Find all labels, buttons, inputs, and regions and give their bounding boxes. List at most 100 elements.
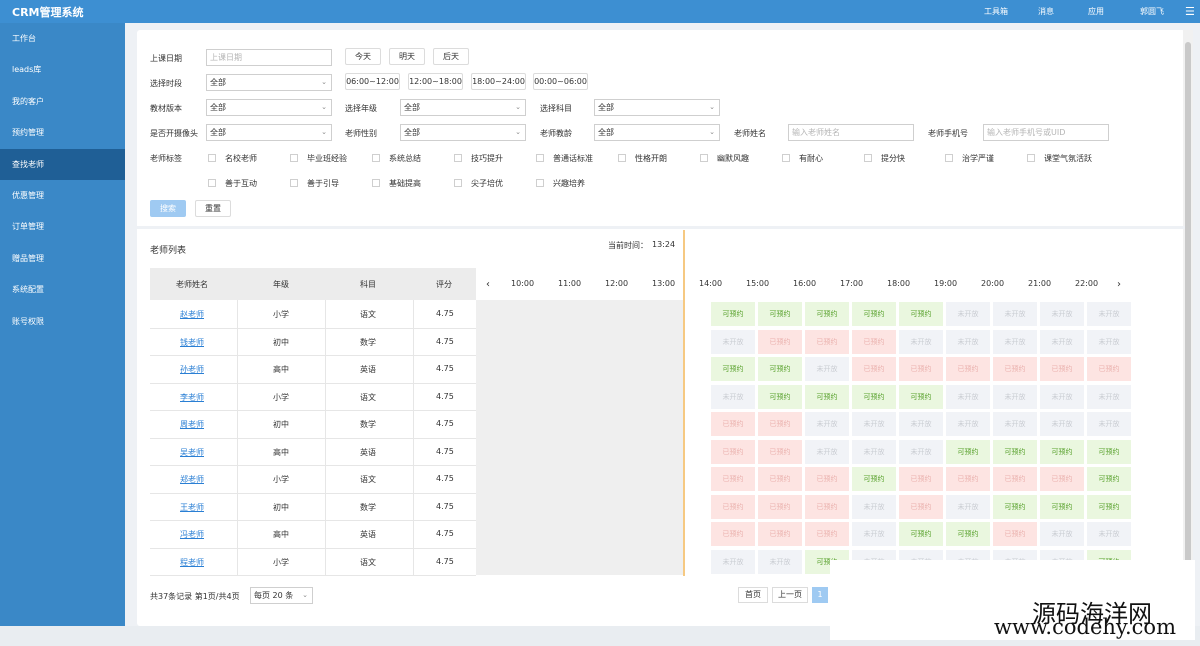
subject-select[interactable]: 全部 ⌄ <box>594 99 720 116</box>
tag-label[interactable]: 善于互动 <box>225 179 257 188</box>
tag-label[interactable]: 系统总结 <box>389 154 421 163</box>
menu-toggle-icon[interactable]: ☰ <box>1185 5 1195 18</box>
scrollbar-thumb[interactable] <box>1185 42 1191 582</box>
search-button[interactable]: 搜索 <box>150 200 186 217</box>
schedule-slot[interactable]: 可预约 <box>899 384 943 409</box>
first-page-button[interactable]: 首页 <box>738 587 768 603</box>
teacher-name-link[interactable]: 王老师 <box>180 502 204 512</box>
date-tomorrow-button[interactable]: 明天 <box>389 48 425 65</box>
tag-label[interactable]: 提分快 <box>881 154 905 163</box>
teacher-name-link[interactable]: 郑老师 <box>180 475 204 484</box>
schedule-slot[interactable]: 可预约 <box>805 302 849 326</box>
gender-select[interactable]: 全部 ⌄ <box>400 124 526 141</box>
sidebar-item-find-teacher[interactable]: 查找老师 <box>0 148 125 180</box>
schedule-slot[interactable]: 可预约 <box>1087 494 1131 519</box>
tag-checkbox[interactable] <box>1027 154 1035 162</box>
tag-checkbox[interactable] <box>290 179 298 187</box>
tag-checkbox[interactable] <box>208 154 216 162</box>
tag-checkbox[interactable] <box>700 154 708 162</box>
tag-checkbox[interactable] <box>208 179 216 187</box>
tag-checkbox[interactable] <box>290 154 298 162</box>
schedule-slot[interactable]: 可预约 <box>758 357 802 381</box>
tag-label[interactable]: 尖子培优 <box>471 179 503 188</box>
page-1-button[interactable]: 1 <box>812 587 828 603</box>
schedule-slot[interactable]: 可预约 <box>852 467 896 491</box>
teacher-name-link[interactable]: 李老师 <box>180 392 204 402</box>
teacher-name-link[interactable]: 冯老师 <box>180 530 204 539</box>
date-day-after-button[interactable]: 后天 <box>433 48 469 65</box>
teacher-name-input[interactable]: 输入老师姓名 <box>788 124 914 141</box>
teaching-age-select[interactable]: 全部 ⌄ <box>594 124 720 141</box>
schedule-slot[interactable]: 可预约 <box>993 494 1037 519</box>
period-option-afternoon[interactable]: 12:00~18:00 <box>408 73 463 90</box>
timeline-next-arrow[interactable]: › <box>1117 279 1121 290</box>
schedule-slot[interactable]: 可预约 <box>711 357 755 381</box>
topnav-user[interactable]: 郭圆飞 <box>1140 7 1164 16</box>
schedule-slot[interactable]: 可预约 <box>1087 467 1131 491</box>
period-option-morning[interactable]: 06:00~12:00 <box>345 73 400 90</box>
reset-button[interactable]: 重置 <box>195 200 231 217</box>
tag-label[interactable]: 兴趣培养 <box>553 179 585 188</box>
tag-label[interactable]: 基础提高 <box>389 179 421 188</box>
tag-checkbox[interactable] <box>454 179 462 187</box>
tag-label[interactable]: 技巧提升 <box>471 154 503 163</box>
camera-select[interactable]: 全部 ⌄ <box>206 124 332 141</box>
schedule-slot[interactable]: 可预约 <box>852 302 896 326</box>
schedule-slot[interactable]: 可预约 <box>946 439 990 464</box>
schedule-slot[interactable]: 可预约 <box>946 522 990 546</box>
tag-label[interactable]: 性格开朗 <box>635 154 667 163</box>
tag-label[interactable]: 名校老师 <box>225 154 257 163</box>
tag-checkbox[interactable] <box>372 154 380 162</box>
tag-label[interactable]: 善于引导 <box>307 179 339 188</box>
schedule-slot[interactable]: 可预约 <box>758 302 802 326</box>
date-today-button[interactable]: 今天 <box>345 48 381 65</box>
tag-checkbox[interactable] <box>618 154 626 162</box>
sidebar-item-orders[interactable]: 订单管理 <box>12 222 44 232</box>
schedule-slot[interactable]: 可预约 <box>1040 494 1084 519</box>
tag-label[interactable]: 有耐心 <box>799 154 823 163</box>
sidebar-item-my-customers[interactable]: 我的客户 <box>12 96 44 106</box>
sidebar-item-leads[interactable]: leads库 <box>12 65 42 75</box>
tag-checkbox[interactable] <box>536 179 544 187</box>
tag-checkbox[interactable] <box>864 154 872 162</box>
schedule-slot[interactable]: 可预约 <box>805 384 849 409</box>
tag-label[interactable]: 普通话标准 <box>553 154 593 163</box>
schedule-slot[interactable]: 可预约 <box>1087 439 1131 464</box>
topnav-apps[interactable]: 应用 <box>1088 7 1104 16</box>
tag-checkbox[interactable] <box>372 179 380 187</box>
tag-checkbox[interactable] <box>454 154 462 162</box>
period-option-evening[interactable]: 18:00~24:00 <box>471 73 526 90</box>
teacher-name-link[interactable]: 周老师 <box>180 420 204 429</box>
timeline-prev-arrow[interactable]: ‹ <box>486 279 490 290</box>
tag-checkbox[interactable] <box>536 154 544 162</box>
sidebar-item-appointments[interactable]: 预约管理 <box>12 128 44 138</box>
sidebar-item-workbench[interactable]: 工作台 <box>12 34 36 43</box>
teacher-phone-input[interactable]: 输入老师手机号或UID <box>983 124 1109 141</box>
period-select[interactable]: 全部 ⌄ <box>206 74 332 91</box>
tag-label[interactable]: 课堂气氛活跃 <box>1044 154 1092 163</box>
sidebar-item-account-permissions[interactable]: 账号权限 <box>12 316 44 326</box>
teacher-name-link[interactable]: 赵老师 <box>180 310 204 319</box>
schedule-slot[interactable]: 可预约 <box>899 522 943 546</box>
prev-page-button[interactable]: 上一页 <box>772 587 808 603</box>
period-option-night[interactable]: 00:00~06:00 <box>533 73 588 90</box>
schedule-slot[interactable]: 可预约 <box>899 302 943 326</box>
schedule-slot[interactable]: 可预约 <box>852 384 896 409</box>
per-page-select[interactable]: 每页 20 条 ⌄ <box>250 587 313 604</box>
teacher-name-link[interactable]: 孙老师 <box>180 365 204 374</box>
schedule-slot[interactable]: 可预约 <box>993 439 1037 464</box>
schedule-slot[interactable]: 可预约 <box>758 384 802 409</box>
teacher-name-link[interactable]: 吴老师 <box>180 447 204 457</box>
tag-checkbox[interactable] <box>945 154 953 162</box>
sidebar-item-discounts[interactable]: 优惠管理 <box>12 190 44 200</box>
schedule-slot[interactable]: 可预约 <box>711 302 755 326</box>
sidebar-item-gifts[interactable]: 赠品管理 <box>12 253 44 263</box>
sidebar-item-system-config[interactable]: 系统配置 <box>12 285 44 295</box>
teacher-name-link[interactable]: 程老师 <box>180 557 204 567</box>
scrollbar[interactable] <box>1183 30 1193 626</box>
tag-label[interactable]: 治学严谨 <box>962 154 994 163</box>
tag-label[interactable]: 幽默风趣 <box>717 154 749 163</box>
date-input[interactable]: 上课日期 <box>206 49 332 66</box>
schedule-slot[interactable]: 可预约 <box>1040 439 1084 464</box>
grade-select[interactable]: 全部 ⌄ <box>400 99 526 116</box>
